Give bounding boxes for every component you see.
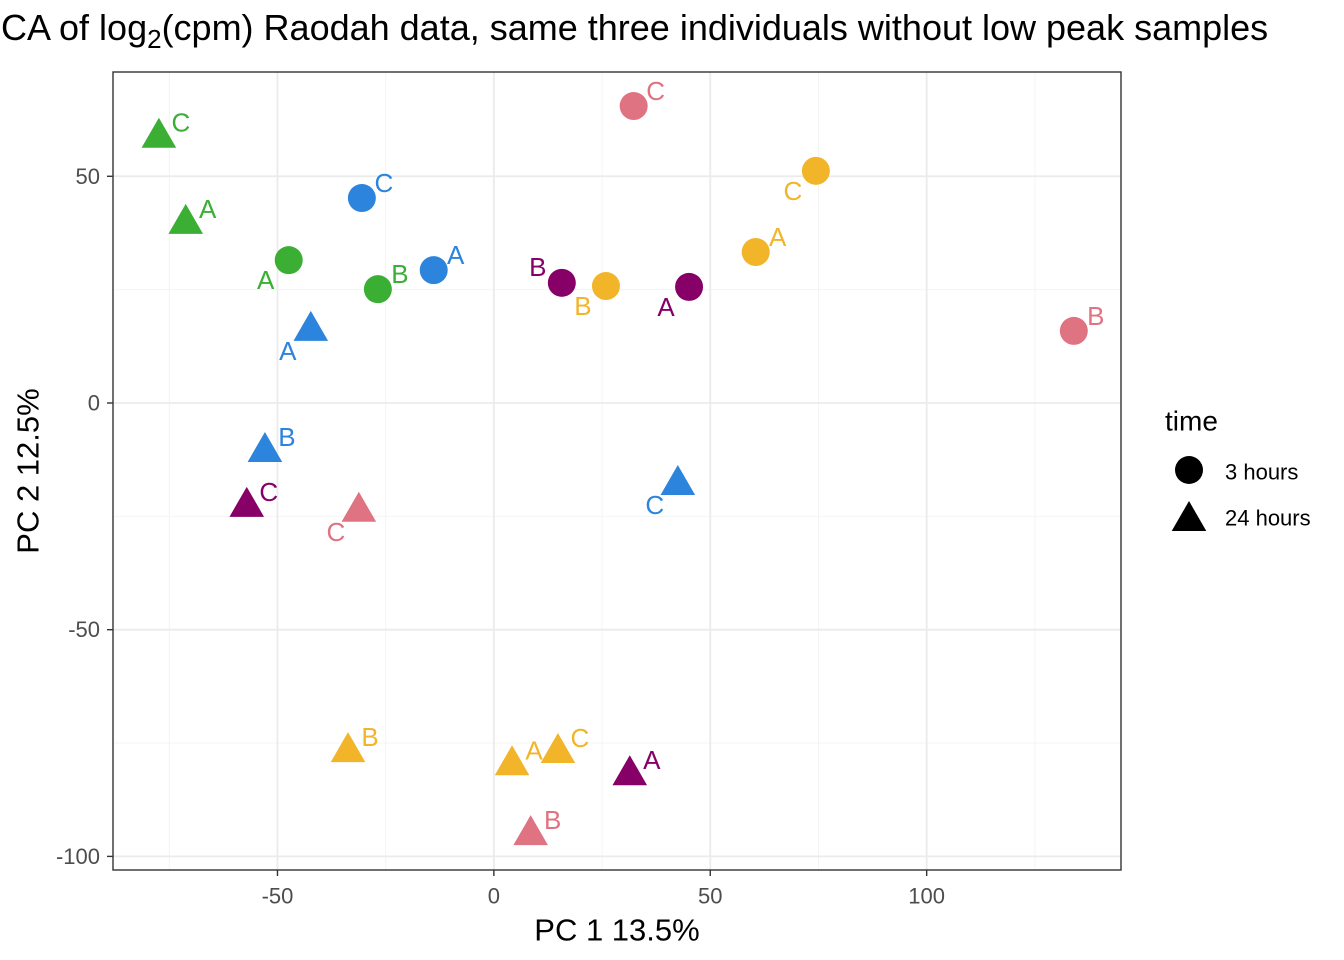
point-label: B xyxy=(529,252,546,282)
legend-triangle-icon xyxy=(1171,501,1207,531)
legend-label: 3 hours xyxy=(1225,460,1298,485)
minor-gridlines xyxy=(113,72,1121,870)
point-label: A xyxy=(257,265,275,295)
point-label: C xyxy=(171,108,190,138)
data-point-circle xyxy=(801,156,830,185)
y-tick-label: -100 xyxy=(56,844,100,869)
y-tick-label: -50 xyxy=(68,617,100,642)
data-point-triangle xyxy=(341,491,377,522)
data-point-circle xyxy=(675,272,704,301)
point-label: B xyxy=(391,259,408,289)
data-point-triangle xyxy=(494,745,530,776)
point-label: A xyxy=(199,194,217,224)
y-axis-title: PC 2 12.5% xyxy=(11,388,46,553)
data-point-circle xyxy=(619,92,648,121)
data-point-circle xyxy=(274,246,303,275)
data-point-triangle xyxy=(612,755,648,786)
legend-title: time xyxy=(1165,406,1218,437)
data-points xyxy=(141,92,1088,846)
data-point-triangle xyxy=(229,486,265,517)
legend: time 3 hours 24 hours xyxy=(1165,406,1311,531)
x-tick-label: -50 xyxy=(262,884,294,909)
x-tick-label: 0 xyxy=(488,884,500,909)
x-tick-label: 50 xyxy=(698,884,722,909)
chart-title: CA of log2(cpm) Raodah data, same three … xyxy=(1,7,1268,54)
point-label: B xyxy=(278,422,295,452)
major-gridlines xyxy=(113,72,1121,870)
point-label: C xyxy=(645,490,664,520)
data-point-triangle xyxy=(660,465,696,496)
data-point-triangle xyxy=(168,203,204,234)
data-point-circle xyxy=(591,272,620,301)
chart-title-subscript: 2 xyxy=(147,24,161,54)
panel-border xyxy=(112,71,1122,871)
data-point-triangle xyxy=(141,117,177,148)
point-label: C xyxy=(646,76,665,106)
legend-label: 24 hours xyxy=(1225,506,1311,531)
data-point-triangle xyxy=(330,732,366,763)
y-tick-label: 50 xyxy=(76,164,100,189)
chart-title-text-after: (cpm) Raodah data, same three individual… xyxy=(162,7,1269,48)
data-point-triangle xyxy=(540,733,576,764)
point-label: C xyxy=(374,168,393,198)
point-label: A xyxy=(769,222,787,252)
y-tick-label: 0 xyxy=(88,390,100,415)
point-label: A xyxy=(525,735,543,765)
data-point-circle xyxy=(419,256,448,285)
point-label: B xyxy=(544,805,561,835)
point-label: A xyxy=(643,745,661,775)
point-label: C xyxy=(783,176,802,206)
data-point-circle xyxy=(741,238,770,267)
point-label: A xyxy=(279,336,297,366)
point-label: B xyxy=(574,291,591,321)
data-point-circle xyxy=(347,184,376,213)
point-label: C xyxy=(326,517,345,547)
point-label: A xyxy=(447,240,465,270)
y-axis: -100 -50 0 50 xyxy=(56,164,113,869)
data-point-triangle xyxy=(247,431,283,462)
chart-title-text: CA of log xyxy=(1,7,147,48)
x-tick-label: 100 xyxy=(908,884,945,909)
plot-panel xyxy=(113,72,1121,870)
point-label: B xyxy=(361,722,378,752)
data-point-circle xyxy=(547,268,576,297)
point-label: B xyxy=(1087,301,1104,331)
data-point-circle xyxy=(1059,316,1088,345)
x-axis-title: PC 1 13.5% xyxy=(534,913,699,948)
data-point-triangle xyxy=(513,815,548,846)
data-point-triangle xyxy=(293,310,329,341)
legend-circle-icon xyxy=(1175,456,1203,484)
data-point-circle xyxy=(363,275,392,304)
point-label: C xyxy=(571,723,590,753)
legend-keys: 3 hours 24 hours xyxy=(1171,456,1311,531)
point-label: A xyxy=(657,292,675,322)
point-label: C xyxy=(259,477,278,507)
x-axis: -50 0 50 100 xyxy=(262,870,945,909)
